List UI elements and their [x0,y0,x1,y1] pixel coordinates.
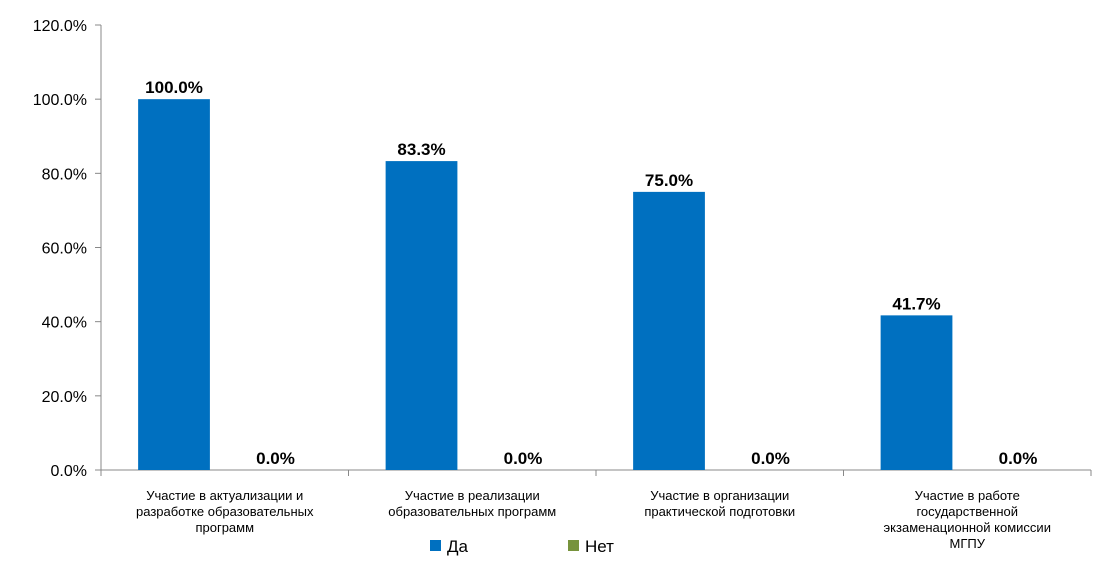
category-label: Участие в организации практической подгот… [644,488,795,519]
chart-bars [138,99,952,470]
y-tick-label: 60.0% [42,241,87,258]
category-label-line: Участие в работе [915,488,1020,503]
bar-da [386,161,458,470]
y-tick-label: 80.0% [42,166,87,183]
category-label-line: Участие в реализации [405,488,540,503]
data-label: 0.0% [751,449,790,468]
bar-da [138,99,210,470]
category-label-line: разработке образовательных [136,504,314,519]
y-tick-label: 0.0% [51,463,87,480]
data-label: 0.0% [999,449,1038,468]
data-label: 83.3% [397,140,445,159]
category-label: Участие в работе государственной экзаменац… [884,488,1051,551]
data-label: 100.0% [145,78,203,97]
category-label: Участие в актуализации и разработке образ… [136,488,314,535]
y-tick-label: 40.0% [42,315,87,332]
y-tick-label: 100.0% [33,92,87,109]
category-label-line: практической подготовки [644,504,795,519]
data-label: 0.0% [504,449,543,468]
legend-label-da: Да [447,537,469,556]
legend-swatch-net [568,540,579,551]
bar-da [633,192,705,470]
category-label: Участие в реализации образовательных прог… [388,488,556,519]
category-label-line: программ [195,520,254,535]
category-label-line: МГПУ [950,536,986,551]
legend-swatch-da [430,540,441,551]
data-label: 41.7% [892,294,940,313]
legend-label-net: Нет [585,537,614,556]
category-label-line: Участие в актуализации и [146,488,303,503]
category-label-line: государственной [916,504,1018,519]
y-tick-label: 120.0% [33,18,87,35]
category-label-line: экзаменационной комиссии [884,520,1051,535]
chart-legend: Да Нет [430,537,614,556]
category-label-line: образовательных программ [388,504,556,519]
data-label: 75.0% [645,171,693,190]
category-label-line: Участие в организации [650,488,789,503]
data-label: 0.0% [256,449,295,468]
y-tick-label: 20.0% [42,389,87,406]
bar-da [881,315,953,470]
